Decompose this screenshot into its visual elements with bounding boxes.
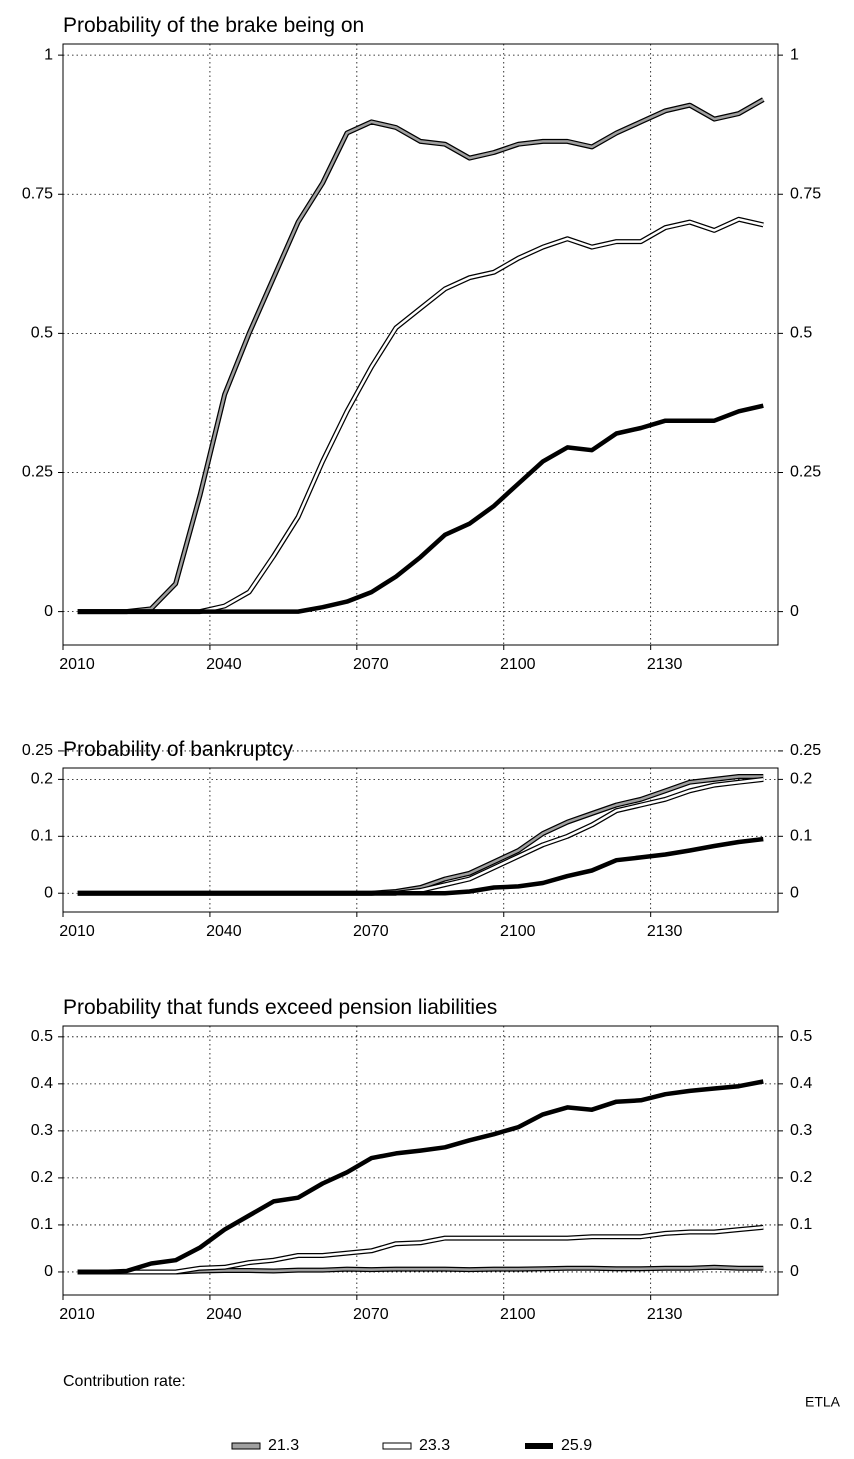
line-outline (77, 97, 765, 615)
plot-frame (62, 1025, 779, 1296)
legend-label: 23.3 (419, 1437, 450, 1454)
series-line (77, 1224, 764, 1275)
x-tick-label: 2010 (59, 1306, 95, 1323)
x-tick-label: 2040 (206, 923, 242, 940)
plot-frame (62, 767, 779, 913)
y-tick-label: 0.2 (790, 1169, 812, 1186)
y-tick-label: 0.2 (31, 771, 53, 788)
y-tick-label: 0.2 (31, 1169, 53, 1186)
x-tick-label: 2100 (500, 1306, 536, 1323)
y-tick-label: 0.2 (790, 771, 812, 788)
y-tick-label: 0.5 (790, 325, 812, 342)
x-tick-label: 2070 (353, 1306, 389, 1323)
y-tick-label: 0.25 (790, 742, 821, 759)
line-outline (77, 774, 764, 896)
y-tick-label: 0.25 (22, 742, 53, 759)
line (77, 403, 764, 614)
line (77, 1226, 764, 1274)
legend-swatch (231, 1442, 261, 1450)
y-tick-label: 0.3 (790, 1122, 812, 1139)
y-tick-label: 0 (44, 884, 53, 901)
line (77, 218, 764, 613)
line (77, 1079, 764, 1275)
y-tick-label: 1 (790, 46, 799, 63)
x-tick-label: 2130 (647, 1306, 683, 1323)
legend-label: 21.3 (268, 1437, 299, 1454)
series-line (77, 836, 764, 896)
y-tick-label: 1 (44, 46, 53, 63)
y-tick-label: 0.1 (31, 1216, 53, 1233)
y-tick-label: 0 (790, 884, 799, 901)
x-tick-label: 2130 (647, 923, 683, 940)
chart-title: Probability that funds exceed pension li… (63, 996, 497, 1019)
series-line (77, 1079, 764, 1275)
y-tick-label: 0.1 (790, 1216, 812, 1233)
plot-frame (62, 43, 779, 646)
series-line (77, 97, 765, 615)
y-tick-label: 0.25 (22, 464, 53, 481)
line-outline (77, 216, 764, 615)
y-tick-label: 0.5 (31, 1028, 53, 1045)
chart-title: Probability of the brake being on (63, 14, 364, 37)
line (77, 836, 764, 896)
y-tick-label: 0.1 (790, 828, 812, 845)
x-tick-label: 2040 (206, 1306, 242, 1323)
y-tick-label: 0.5 (31, 325, 53, 342)
y-tick-label: 0.4 (31, 1075, 53, 1092)
y-tick-label: 0.5 (790, 1028, 812, 1045)
legend-label: 25.9 (561, 1437, 592, 1454)
y-tick-label: 0.4 (790, 1075, 812, 1092)
line (77, 98, 764, 613)
chart-title: Probability of bankruptcy (63, 738, 293, 761)
x-tick-label: 2010 (59, 656, 95, 673)
y-tick-label: 0 (44, 603, 53, 620)
series-line (77, 403, 764, 614)
y-tick-label: 0 (44, 1263, 53, 1280)
legend-swatch (382, 1442, 412, 1450)
x-tick-label: 2070 (353, 923, 389, 940)
x-tick-label: 2010 (59, 923, 95, 940)
y-tick-label: 0.3 (31, 1122, 53, 1139)
x-tick-label: 2070 (353, 656, 389, 673)
y-tick-label: 0.75 (22, 185, 53, 202)
y-tick-label: 0 (790, 1263, 799, 1280)
y-tick-label: 0.75 (790, 185, 821, 202)
source: ETLA (805, 1394, 841, 1410)
y-tick-label: 0.25 (790, 464, 821, 481)
legend-title: Contribution rate: (63, 1373, 186, 1390)
x-tick-label: 2040 (206, 656, 242, 673)
series-line (77, 774, 764, 896)
x-tick-label: 2100 (500, 923, 536, 940)
y-tick-label: 0 (790, 603, 799, 620)
legend-swatch (525, 1443, 553, 1449)
y-tick-label: 0.1 (31, 828, 53, 845)
x-tick-label: 2100 (500, 656, 536, 673)
series-line (77, 216, 764, 615)
x-tick-label: 2130 (647, 656, 683, 673)
